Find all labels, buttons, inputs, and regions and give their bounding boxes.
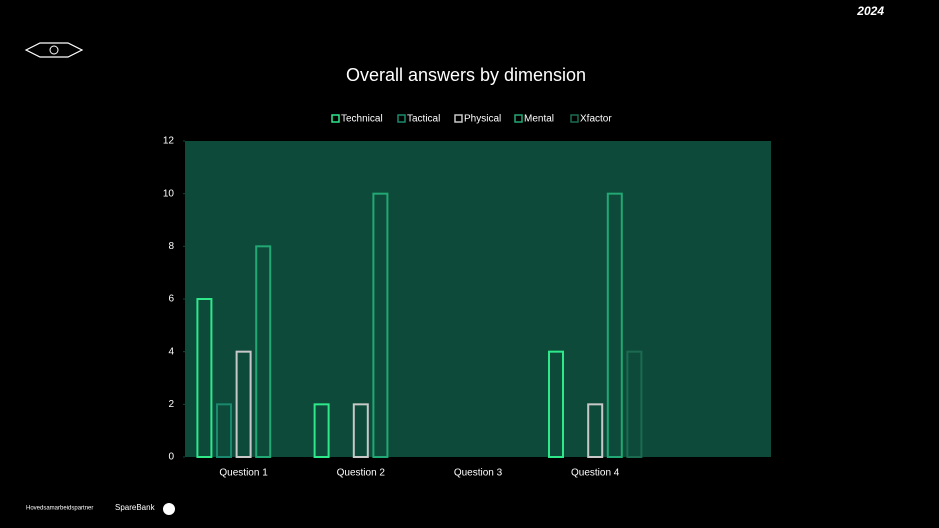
bar: [313, 403, 330, 459]
legend-swatch: [570, 114, 579, 123]
y-tick-label: 4: [168, 346, 174, 357]
y-tick-label: 10: [163, 188, 175, 199]
x-tick-label: Question 4: [571, 468, 620, 479]
bar: [216, 403, 232, 459]
bar: [548, 350, 564, 458]
year: 2024: [856, 4, 884, 18]
legend-label: Technical: [341, 114, 383, 125]
sponsor-icon: [163, 503, 175, 515]
y-tick-label: 6: [168, 294, 174, 305]
legend-swatch: [514, 114, 523, 123]
plot-area: [185, 141, 771, 457]
x-tick-label: Question 1: [219, 468, 268, 479]
chart-title: Overall answers by dimension: [346, 65, 586, 85]
bar: [196, 298, 213, 458]
legend-swatch: [454, 114, 463, 123]
bar: [587, 403, 604, 459]
bar: [626, 350, 643, 458]
logo: [24, 42, 84, 58]
bar: [352, 403, 369, 459]
bar: [255, 245, 272, 458]
y-tick-label: 0: [168, 452, 174, 463]
legend-label: Physical: [464, 114, 501, 125]
y-tick-label: 8: [168, 241, 174, 252]
x-tick-label: Question 2: [337, 468, 386, 479]
legend-label: Mental: [524, 114, 554, 125]
legend-swatch: [331, 114, 340, 123]
legend-swatch: [397, 114, 406, 123]
sponsor: SpareBank: [115, 503, 156, 512]
bar: [372, 192, 389, 459]
footer: Hovedsamarbeidspartner: [26, 506, 93, 512]
legend-label: Tactical: [407, 114, 440, 125]
bar: [606, 192, 623, 459]
legend-label: Xfactor: [580, 114, 612, 125]
y-tick-label: 2: [168, 399, 174, 410]
x-tick-label: Question 3: [454, 468, 503, 479]
bar: [235, 350, 252, 458]
y-tick-label: 12: [163, 136, 175, 147]
